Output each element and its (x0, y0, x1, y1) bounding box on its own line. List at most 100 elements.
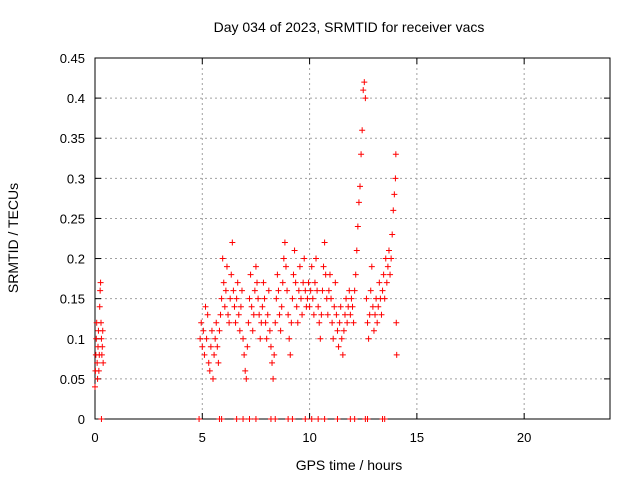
data-point (310, 311, 317, 318)
data-point (308, 263, 315, 270)
data-point (388, 255, 395, 262)
y-axis-label: SRMTID / TECUs (5, 183, 21, 293)
data-point (390, 207, 397, 214)
data-point (218, 295, 225, 302)
data-point (245, 319, 252, 326)
data-point (357, 183, 364, 190)
data-point (244, 343, 251, 350)
y-tick-label: 0.45 (60, 51, 85, 66)
data-point (294, 319, 301, 326)
chart-title: Day 034 of 2023, SRMTID for receiver vac… (214, 19, 485, 35)
data-point (228, 271, 235, 278)
data-point (240, 416, 247, 422)
data-point (276, 311, 283, 318)
data-point (233, 416, 240, 422)
data-point (317, 335, 324, 342)
data-point (230, 287, 237, 294)
data-point (213, 319, 220, 326)
data-point (343, 295, 350, 302)
data-point (252, 416, 259, 422)
data-point (340, 327, 347, 334)
data-point (302, 287, 309, 294)
data-point (339, 351, 346, 358)
data-point (233, 295, 240, 302)
data-point (330, 335, 337, 342)
data-point (321, 239, 328, 246)
data-point (282, 263, 289, 270)
data-point (367, 287, 374, 294)
data-point (227, 295, 234, 302)
data-point (272, 416, 279, 422)
x-tick-label: 0 (91, 430, 98, 445)
data-point (98, 319, 105, 326)
axis-ticks: 0 5 10 15 20 0 0.05 0.1 0.15 0.2 0.25 0.3 0.35 0.4 0.4… (60, 51, 610, 445)
data-point (393, 351, 400, 358)
data-point (348, 295, 355, 302)
data-point (336, 319, 343, 326)
data-point (246, 295, 253, 302)
data-point (216, 327, 223, 334)
data-point (275, 287, 282, 294)
data-point (202, 303, 209, 310)
data-point (98, 416, 105, 422)
data-point (326, 271, 333, 278)
data-point (203, 335, 210, 342)
data-point (278, 303, 285, 310)
data-point (381, 295, 388, 302)
data-point (93, 335, 100, 342)
data-point (368, 263, 375, 270)
data-point (381, 416, 388, 422)
data-point (267, 343, 274, 350)
data-point (302, 416, 309, 422)
data-point (232, 319, 239, 326)
data-point (287, 351, 294, 358)
data-point (296, 263, 303, 270)
y-tick-label: 0.15 (60, 292, 85, 307)
data-point (387, 271, 394, 278)
data-point (92, 383, 98, 390)
data-point (96, 303, 103, 310)
data-point (289, 295, 296, 302)
data-point (376, 279, 383, 286)
data-point (389, 231, 396, 238)
data-point (334, 416, 341, 422)
data-point (298, 295, 304, 302)
x-tick-label: 5 (199, 430, 206, 445)
plot-frame (94, 57, 611, 420)
data-point (221, 303, 228, 310)
data-point (379, 287, 386, 294)
data-point (328, 295, 335, 302)
data-point (263, 335, 270, 342)
data-point (222, 287, 229, 294)
data-point (320, 263, 327, 270)
data-point (301, 255, 308, 262)
data-point (269, 359, 276, 366)
data-point (292, 279, 299, 286)
data-point (237, 303, 244, 310)
data-point (236, 327, 243, 334)
data-point (295, 287, 302, 294)
data-point (291, 247, 298, 254)
data-point (288, 319, 295, 326)
data-point (272, 319, 279, 326)
data-point (315, 303, 322, 310)
data-point (365, 335, 372, 342)
data-point (383, 279, 390, 286)
grid-lines (95, 58, 610, 419)
data-point (333, 311, 340, 318)
data-point (337, 303, 344, 310)
data-point (238, 287, 245, 294)
data-point (392, 175, 399, 182)
data-point (363, 295, 370, 302)
data-point (372, 311, 379, 318)
data-point (210, 375, 217, 382)
data-point (384, 263, 391, 270)
data-point (351, 287, 358, 294)
data-point (205, 359, 212, 366)
data-point (290, 271, 297, 278)
y-tick-label: 0.2 (67, 252, 85, 267)
data-point (200, 327, 207, 334)
data-point (259, 303, 266, 310)
data-point (197, 335, 204, 342)
data-point (299, 311, 306, 318)
